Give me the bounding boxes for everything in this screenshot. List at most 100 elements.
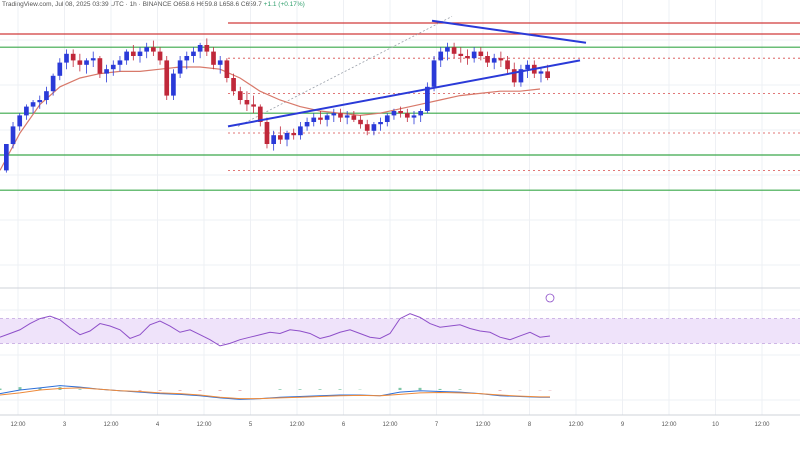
candle-body	[204, 45, 210, 52]
candle-body	[451, 47, 457, 54]
candle-body	[445, 47, 450, 52]
candle-body	[498, 58, 504, 61]
candle-body	[311, 117, 317, 122]
candle-body	[438, 51, 444, 61]
header-source: TradingView.com	[2, 1, 52, 8]
candle-body	[157, 51, 163, 61]
x-tick-label: 12:00	[289, 422, 305, 428]
candle-body	[110, 64, 116, 70]
candle-body	[545, 71, 550, 78]
candle-body	[124, 51, 129, 61]
macd-panel	[0, 385, 552, 400]
candle-body	[351, 115, 357, 120]
candle-body	[398, 111, 403, 114]
x-tick-label: 12:00	[475, 422, 491, 428]
candle-body	[224, 60, 230, 78]
candle-body	[371, 124, 377, 131]
candle-body	[264, 122, 270, 144]
candle-body	[384, 115, 390, 122]
rsi-panel	[0, 293, 800, 347]
x-tick-label: 9	[621, 422, 625, 428]
candle-body	[291, 133, 297, 136]
signal-line	[0, 387, 550, 400]
candle-body	[144, 47, 150, 52]
candle-body	[90, 58, 96, 61]
candle-body	[304, 122, 310, 127]
x-tick-label: 12:00	[568, 422, 584, 428]
candle-body	[24, 106, 29, 116]
x-tick-label: 12:00	[661, 422, 677, 428]
trendline-lower	[431, 19, 587, 44]
candle-body	[271, 135, 276, 144]
candle-body	[431, 60, 437, 87]
candle-body	[518, 69, 524, 83]
candle-body	[130, 51, 136, 56]
candle-body	[491, 58, 497, 63]
candle-body	[64, 53, 69, 63]
candle-body	[344, 115, 350, 118]
rsi-line	[0, 313, 551, 347]
candle-body	[425, 86, 430, 111]
candle-body	[324, 115, 330, 120]
candle-body	[411, 115, 417, 118]
candle-body	[505, 60, 510, 70]
candle-body	[57, 62, 63, 76]
x-tick-label: 4	[156, 422, 160, 428]
x-tick-label: 5	[249, 422, 253, 428]
candle-body	[458, 53, 464, 56]
header-date: Jul 08, 2025 03:39 UTC	[55, 1, 124, 8]
x-tick-label: 12:00	[196, 422, 212, 428]
candle-body	[251, 104, 256, 107]
candle-body	[257, 106, 263, 122]
candle-body	[338, 113, 343, 118]
candle-body	[50, 75, 56, 92]
x-tick-label: 12:00	[103, 422, 119, 428]
candle-body	[97, 58, 103, 74]
x-tick-label: 3	[63, 422, 67, 428]
candle-body	[30, 102, 36, 107]
candle-body	[231, 78, 236, 92]
alert-icon	[545, 293, 555, 303]
candle-body	[485, 56, 490, 63]
candle-body	[177, 60, 183, 74]
candle-body	[191, 51, 196, 56]
x-tick-label: 6	[342, 422, 346, 428]
candle-body	[151, 47, 156, 52]
candle-body	[70, 53, 76, 61]
candle-body	[358, 119, 363, 125]
trendline-upper	[227, 59, 581, 128]
candle-body	[44, 91, 49, 100]
candle-body	[284, 133, 290, 140]
candle-body	[465, 56, 470, 59]
candle-body	[391, 111, 397, 116]
header-ohlc: O658.6 H659.8 L658.6 C659.7	[173, 1, 262, 8]
candle-body	[404, 113, 410, 118]
candle-body	[478, 51, 484, 56]
candle-body	[17, 115, 23, 127]
x-tick-label: 12:00	[10, 422, 26, 428]
candle-body	[164, 60, 170, 96]
candle-body	[331, 113, 337, 116]
candle-body	[511, 69, 517, 83]
candle-body	[525, 64, 530, 70]
x-tick-label: 12:00	[754, 422, 770, 428]
candle-body	[117, 60, 123, 65]
x-tick-label: 10	[712, 422, 719, 428]
candle-body	[184, 56, 190, 61]
x-tick-label: 7	[435, 422, 439, 428]
price-panel	[0, 16, 800, 191]
candle-body	[237, 91, 243, 100]
x-tick-label: 8	[528, 422, 532, 428]
candle-body	[77, 60, 83, 65]
candle-body	[244, 100, 250, 105]
rsi-band	[0, 318, 800, 344]
candle-body	[171, 73, 176, 96]
candle-body	[211, 51, 216, 65]
fib-dotted	[237, 16, 453, 127]
candle-body	[217, 60, 223, 65]
candle-body	[84, 60, 89, 65]
x-tick-label: 12:00	[382, 422, 398, 428]
candle-body	[364, 124, 370, 131]
candle-body	[37, 100, 43, 103]
